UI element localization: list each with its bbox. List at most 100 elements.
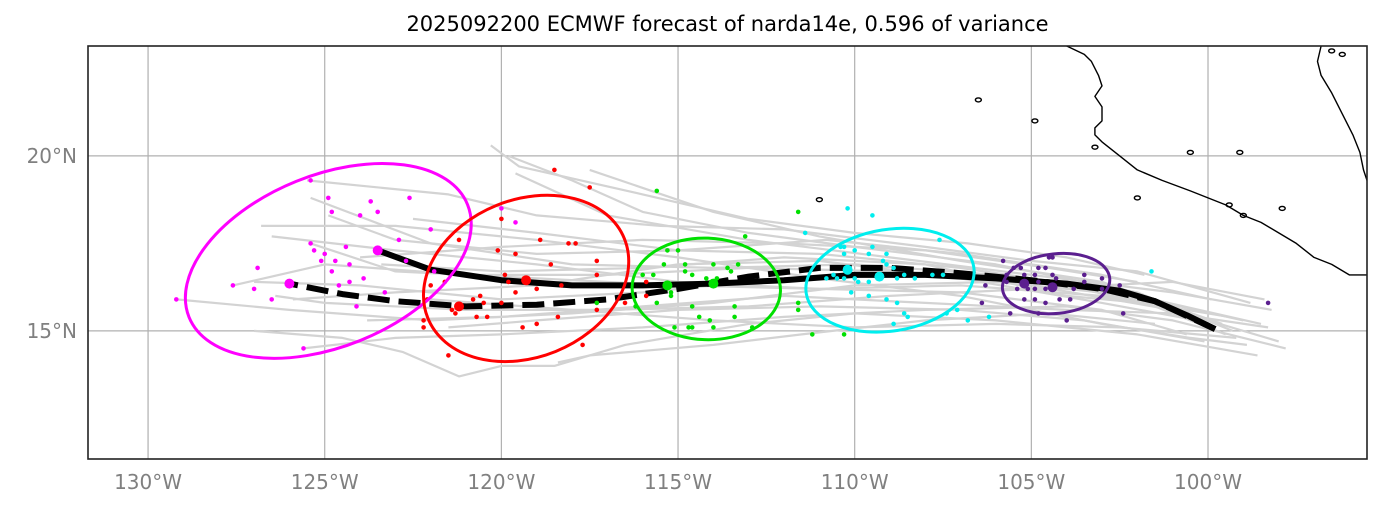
x-tick-label: 125°W — [291, 470, 359, 494]
cluster-point — [343, 244, 349, 250]
cluster-point — [894, 300, 900, 306]
cluster-point — [979, 300, 985, 306]
cluster-point — [308, 178, 313, 183]
cluster-point — [1120, 311, 1126, 316]
ensemble-track — [310, 242, 1230, 318]
cluster-point — [587, 185, 592, 190]
y-axis-ticks: 20°N 15°N — [27, 144, 77, 343]
cluster-point — [1050, 255, 1055, 260]
cluster-point — [795, 209, 801, 215]
cluster-point — [174, 297, 179, 302]
cluster-point — [954, 307, 960, 313]
island — [1236, 149, 1244, 156]
cluster-point — [594, 258, 600, 264]
cluster-point — [795, 307, 801, 313]
mean-track-dashed — [288, 264, 1217, 332]
cluster-ellipse — [1000, 251, 1112, 316]
cluster-point — [661, 262, 667, 267]
cluster-point — [682, 262, 688, 267]
island — [1278, 205, 1286, 212]
cluster-point — [506, 279, 511, 285]
cluster-point — [640, 272, 645, 278]
cluster-point — [841, 276, 847, 281]
cluster-point — [301, 346, 306, 351]
cluster-point — [322, 251, 328, 257]
cluster-point — [1099, 286, 1105, 292]
cluster-point — [421, 318, 426, 323]
cluster-point — [870, 213, 875, 218]
cluster-point — [1007, 311, 1013, 316]
cluster-point — [396, 237, 402, 243]
cluster-point — [537, 237, 543, 243]
ensemble-track — [275, 280, 1265, 311]
cluster-point — [689, 325, 695, 330]
cluster-ellipse — [804, 226, 976, 334]
x-tick-label: 120°W — [467, 470, 535, 494]
x-axis-ticks: 130°W 125°W 120°W 115°W 110°W 105°W 100°W — [114, 470, 1242, 494]
cluster-point — [930, 272, 935, 278]
cluster-point — [711, 262, 716, 267]
cluster-point — [831, 272, 836, 278]
cluster-point — [453, 311, 458, 316]
cluster-point — [573, 241, 578, 246]
cluster-point — [513, 220, 518, 225]
cluster-point — [1032, 286, 1038, 292]
cluster-point — [1053, 276, 1059, 281]
cluster-center — [1047, 282, 1058, 293]
cluster-point — [481, 300, 487, 306]
cluster-point — [1004, 279, 1009, 285]
cluster-point — [495, 248, 501, 253]
x-tick-label: 130°W — [114, 470, 182, 494]
island — [1031, 118, 1039, 124]
cluster-point — [1082, 279, 1087, 285]
cluster-point — [428, 283, 434, 288]
cluster-point — [449, 307, 455, 313]
cluster-point — [912, 276, 918, 281]
cluster-point — [735, 262, 741, 267]
cluster-point — [686, 325, 691, 330]
cluster-center — [1019, 278, 1030, 289]
cluster-point — [594, 300, 600, 306]
cluster-point — [484, 314, 490, 320]
x-tick-label: 100°W — [1174, 470, 1242, 494]
cluster-point — [852, 276, 857, 281]
cluster-point — [1046, 255, 1052, 260]
cluster-point — [308, 241, 313, 246]
island — [1186, 149, 1195, 156]
cluster-point — [834, 276, 840, 281]
island — [974, 97, 983, 103]
cluster-point — [594, 307, 600, 313]
x-tick-label: 115°W — [644, 470, 712, 494]
coastline-segment — [1066, 46, 1367, 276]
cluster-point — [848, 290, 854, 295]
cluster-point — [499, 216, 504, 222]
cluster-point — [870, 244, 875, 250]
cluster-point — [594, 272, 600, 278]
cluster-center — [284, 278, 295, 289]
cluster-point — [499, 300, 504, 306]
cluster-center — [708, 278, 719, 289]
cluster-point — [502, 272, 508, 278]
cluster-point — [1050, 272, 1055, 278]
cluster-point — [513, 251, 518, 257]
cluster-point — [622, 300, 628, 306]
cluster-point — [841, 244, 847, 250]
cluster-point — [802, 230, 808, 236]
cluster-point — [513, 290, 518, 295]
cluster-point — [682, 269, 688, 274]
cluster-point — [704, 276, 709, 281]
cluster-point — [689, 272, 695, 278]
cluster-point — [742, 234, 748, 239]
cluster-point — [728, 269, 734, 274]
cluster-point — [732, 314, 737, 320]
cluster-center — [874, 271, 885, 282]
cluster-point — [983, 283, 988, 288]
cluster-point — [559, 283, 564, 288]
cluster-point — [884, 297, 889, 302]
cluster-point — [884, 262, 889, 267]
y-tick-label: 20°N — [27, 144, 77, 168]
cluster-points — [174, 167, 1271, 358]
cluster-point — [880, 258, 886, 264]
cluster-center — [521, 275, 532, 286]
